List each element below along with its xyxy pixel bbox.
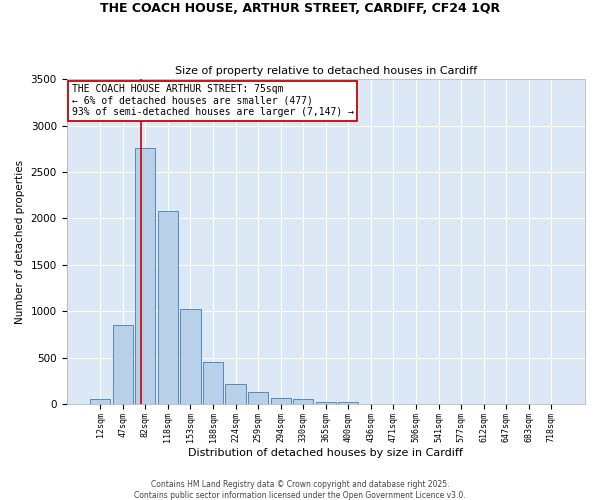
Bar	[158, 211, 178, 404]
Y-axis label: Number of detached properties: Number of detached properties	[15, 160, 25, 324]
Bar	[113, 326, 133, 404]
Bar	[135, 148, 155, 405]
Text: THE COACH HOUSE, ARTHUR STREET, CARDIFF, CF24 1QR: THE COACH HOUSE, ARTHUR STREET, CARDIFF,…	[100, 2, 500, 16]
Text: THE COACH HOUSE ARTHUR STREET: 75sqm
← 6% of detached houses are smaller (477)
9: THE COACH HOUSE ARTHUR STREET: 75sqm ← 6…	[72, 84, 354, 117]
Bar	[271, 398, 291, 404]
Bar	[338, 402, 358, 404]
Title: Size of property relative to detached houses in Cardiff: Size of property relative to detached ho…	[175, 66, 477, 76]
Bar	[181, 308, 200, 404]
Bar	[226, 384, 246, 404]
Text: Contains HM Land Registry data © Crown copyright and database right 2025.
Contai: Contains HM Land Registry data © Crown c…	[134, 480, 466, 500]
Bar	[316, 402, 336, 404]
X-axis label: Distribution of detached houses by size in Cardiff: Distribution of detached houses by size …	[188, 448, 463, 458]
Bar	[90, 399, 110, 404]
Bar	[203, 362, 223, 405]
Bar	[293, 399, 313, 404]
Bar	[248, 392, 268, 404]
